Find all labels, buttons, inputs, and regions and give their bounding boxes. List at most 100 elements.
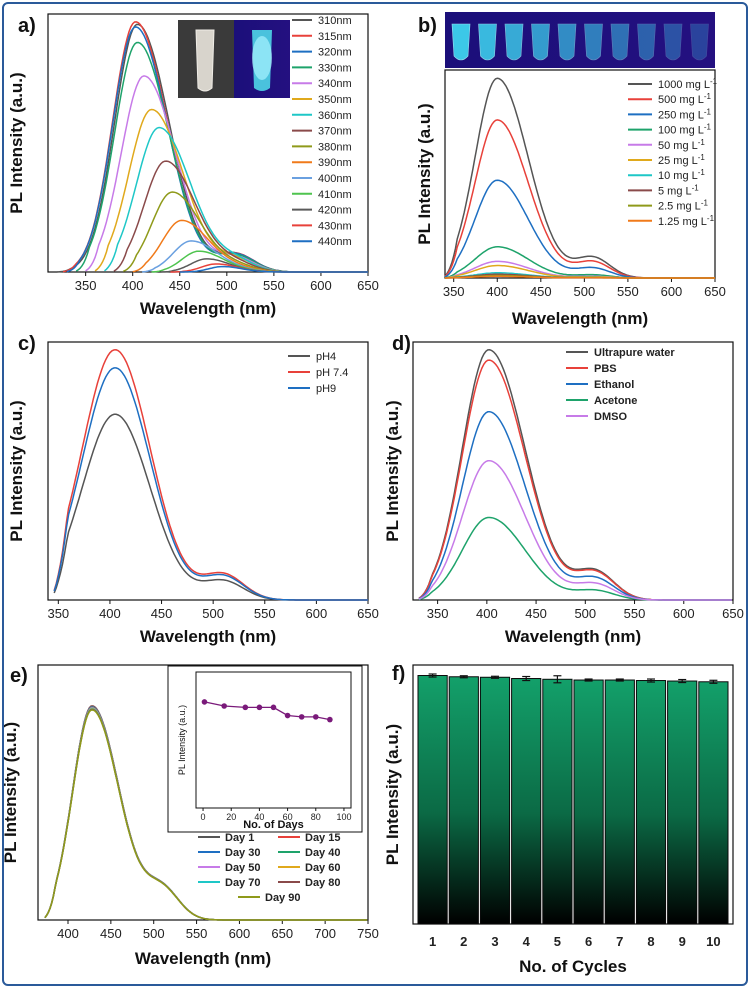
inset-x-tick-label: 100 <box>336 812 351 822</box>
legend-label: 380nm <box>318 141 352 153</box>
inset-frame <box>167 665 363 833</box>
legend-entry: 440nm <box>318 236 352 248</box>
legend-entry: Ultrapure water <box>594 347 675 359</box>
inset-x-tick-label: 40 <box>254 812 264 822</box>
category-label: 7 <box>616 934 623 949</box>
legend-entry: 320nm <box>318 47 352 59</box>
inset-point <box>312 714 319 720</box>
legend-label: pH9 <box>316 383 336 395</box>
plot-frame <box>47 341 369 601</box>
legend-superscript: -1 <box>698 153 706 162</box>
legend-label: 50 mg L <box>658 140 698 152</box>
legend-superscript: -1 <box>710 77 718 86</box>
series-line <box>418 516 732 601</box>
legend-label: 410nm <box>318 189 352 201</box>
inset-x-tick-label: 20 <box>226 812 236 822</box>
plot-frame <box>47 13 369 273</box>
category-label: 3 <box>491 934 498 949</box>
x-tick-label: 400 <box>486 284 508 299</box>
x-tick-label: 350 <box>443 284 465 299</box>
legend-label: 360nm <box>318 110 352 122</box>
panel-label: c) <box>18 333 36 355</box>
legend-superscript: -1 <box>698 168 706 177</box>
vial <box>504 23 524 61</box>
legend-label: PBS <box>594 363 617 375</box>
legend-entry: pH 7.4 <box>316 367 348 379</box>
legend-entry: 1.25 mg L-1 <box>658 214 715 228</box>
x-tick-label: 650 <box>271 926 293 941</box>
legend-superscript: -1 <box>698 138 706 147</box>
inset-point <box>327 716 333 723</box>
legend-entry: 340nm <box>318 78 352 90</box>
vial <box>584 23 603 61</box>
legend-label: pH 7.4 <box>316 367 348 379</box>
legend-label: 315nm <box>318 31 352 43</box>
legend-label: Day 50 <box>225 862 260 874</box>
legend-superscript: -1 <box>704 123 712 132</box>
series-line <box>418 459 732 601</box>
legend-label: Day 40 <box>305 847 340 859</box>
vials-photo <box>445 12 715 68</box>
legend-entry: 25 mg L-1 <box>658 153 705 167</box>
panel-d: d) PL Intensity (a.u.) Wavelength (nm) 350 4… <box>383 333 744 646</box>
x-tick-label: 500 <box>202 606 224 621</box>
plot-frame <box>412 341 734 601</box>
legend-entry: 50 mg L-1 <box>658 138 705 152</box>
x-tick-label: 400 <box>57 926 79 941</box>
panel-f: f) PL Intensity (a.u.) No. of Cycles 1 2 3 4 5 6… <box>383 663 734 976</box>
legend-entry: 360nm <box>318 110 352 122</box>
legend-label: 2.5 mg L <box>658 201 701 213</box>
inset-plot-frame <box>195 671 352 809</box>
legend-entry: 380nm <box>318 141 352 153</box>
x-tick-label: 650 <box>357 278 379 293</box>
bar <box>448 676 479 925</box>
vial <box>451 23 471 61</box>
x-tick-label: 450 <box>151 606 173 621</box>
inset-x-label: No. of Days <box>243 819 304 831</box>
y-axis-label: PL Intensity (a.u.) <box>383 724 402 865</box>
legend-superscript: -1 <box>704 107 712 116</box>
legend-label: Day 80 <box>305 877 340 889</box>
inset-x-tick-label: 80 <box>311 812 321 822</box>
x-tick-label: 500 <box>574 606 596 621</box>
legend-superscript: -1 <box>707 214 715 223</box>
legend-label: Acetone <box>594 395 637 407</box>
bar <box>604 679 635 925</box>
plot-frame <box>37 664 369 921</box>
legend-entry: 420nm <box>318 205 352 217</box>
inset-point <box>270 704 277 711</box>
legend-label: DMSO <box>594 411 627 423</box>
legend-label: 370nm <box>318 126 352 138</box>
y-axis-label: PL Intensity (a.u.) <box>7 72 26 213</box>
legend-entry: PBS <box>594 363 617 375</box>
inset-point <box>221 703 227 709</box>
category-label: 10 <box>706 934 720 949</box>
legend-label: Day 1 <box>225 832 254 844</box>
inset-chart: 0 20 40 60 80 100 No. of Days PL Intensity (a.u… <box>167 665 363 833</box>
bar <box>667 680 698 925</box>
legend-superscript: -1 <box>692 183 700 192</box>
panel-label: b) <box>418 15 437 37</box>
legend-entry: 350nm <box>318 94 352 106</box>
bar <box>479 676 511 925</box>
legend-label: 250 mg L <box>658 109 704 121</box>
panel-label: e) <box>10 665 28 687</box>
bar <box>511 678 542 925</box>
legend-entry: pH4 <box>316 351 336 363</box>
legend-label: 400nm <box>318 173 352 185</box>
vial <box>557 23 577 61</box>
vial <box>690 23 709 61</box>
x-tick-label: 550 <box>186 926 208 941</box>
legend-entry: 410nm <box>318 189 352 201</box>
legend-label: 310nm <box>318 15 352 27</box>
x-tick-label: 600 <box>229 926 251 941</box>
category-label: 4 <box>523 934 531 949</box>
category-label: 9 <box>679 934 686 949</box>
x-tick-label: 600 <box>310 278 332 293</box>
x-tick-label: 550 <box>624 606 646 621</box>
inset-point <box>201 699 208 705</box>
panel-label: f) <box>392 663 405 685</box>
bar <box>573 679 604 925</box>
legend-entry: 100 mg L-1 <box>658 123 712 137</box>
